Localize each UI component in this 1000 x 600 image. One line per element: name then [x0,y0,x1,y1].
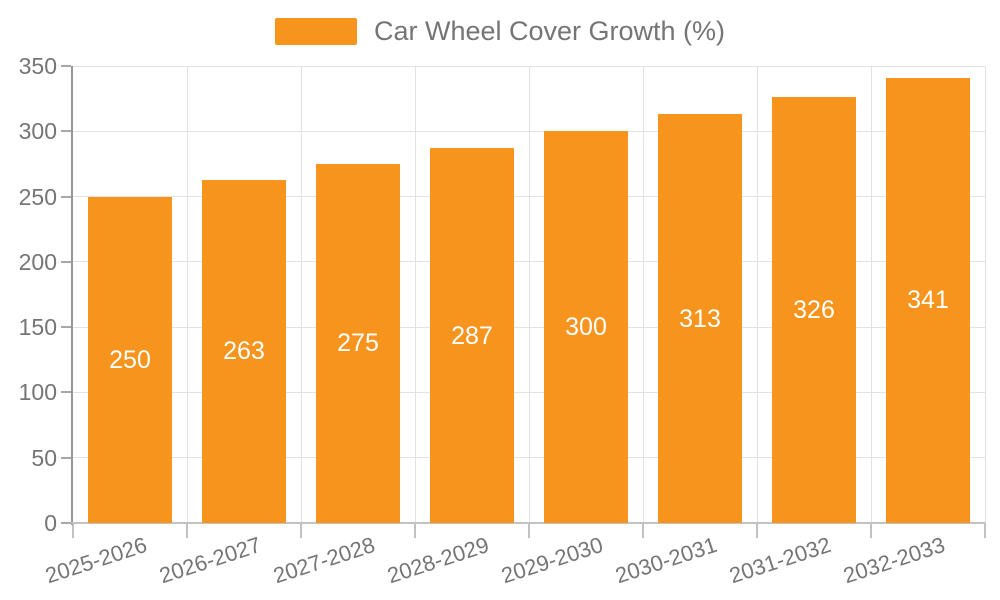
x-axis-category-label: 2031-2032 [725,532,834,589]
legend-label: Car Wheel Cover Growth (%) [373,16,726,46]
bar[interactable] [202,179,286,523]
gridline-vertical [414,66,416,523]
y-axis-tick-label: 150 [18,314,57,341]
y-axis-tick-label: 100 [18,379,57,406]
y-axis-tick [61,456,71,459]
gridline-vertical [528,66,530,523]
bar[interactable] [88,196,172,523]
bar[interactable] [886,77,970,523]
bar[interactable] [430,148,514,523]
y-axis-tick-label: 50 [31,444,57,471]
gridline-vertical [300,66,302,523]
y-axis-tick [61,326,71,329]
x-axis-tick [72,523,74,538]
legend-item[interactable]: Car Wheel Cover Growth (%) [0,16,1000,47]
x-axis-category-label: 2030-2031 [611,532,720,589]
x-axis-tick [186,523,188,538]
gridline-vertical [756,66,758,523]
x-axis-category-label: 2026-2027 [155,532,264,589]
bar[interactable] [658,114,742,523]
gridline-vertical [186,66,188,523]
y-axis-tick [61,195,71,198]
y-axis-tick [61,260,71,263]
y-axis-tick-label: 300 [18,118,57,145]
y-axis-tick-label: 350 [18,53,57,79]
y-axis-tick [61,522,71,524]
bar[interactable] [544,131,628,523]
y-axis-tick [61,130,71,133]
y-axis-tick [61,65,71,67]
gridline-vertical [870,66,872,523]
y-axis-tick [61,391,71,394]
y-axis-tick-label: 200 [18,248,57,275]
y-axis-tick-label: 250 [18,183,57,210]
bar[interactable] [772,97,856,523]
y-axis-line [71,66,73,525]
x-axis-tick [756,523,758,538]
x-axis-category-label: 2028-2029 [383,532,492,589]
x-axis-tick [984,523,986,538]
x-axis-tick [642,523,644,538]
x-axis-tick [528,523,530,538]
x-axis-category-label: 2029-2030 [497,532,606,589]
x-axis-category-label: 2032-2033 [839,532,948,589]
x-axis-category-label: 2027-2028 [269,532,378,589]
x-axis-tick [300,523,302,538]
legend-swatch [274,18,357,45]
plot-area: 0 50 100 150 200 250 300 350 250 2025-2026 263 2026… [19,53,986,588]
y-axis-tick-label: 0 [44,510,57,536]
x-axis-line [71,522,985,524]
x-axis-tick [870,523,872,538]
gridline-vertical [642,66,644,523]
x-axis-tick [414,523,416,538]
gridline-vertical [984,66,986,523]
bar[interactable] [316,163,400,523]
x-axis-category-label: 2025-2026 [41,532,150,589]
